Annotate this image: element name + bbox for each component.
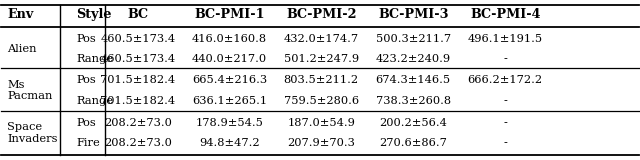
Text: Pos: Pos [76,34,96,44]
Text: -: - [503,118,507,128]
Text: Alien: Alien [7,44,36,54]
Text: BC-PMI-1: BC-PMI-1 [194,8,264,21]
Text: -: - [503,54,507,64]
Text: 665.4±216.3: 665.4±216.3 [192,75,267,85]
Text: Pos: Pos [76,118,96,128]
Text: 701.5±182.4: 701.5±182.4 [100,75,175,85]
Text: 496.1±191.5: 496.1±191.5 [468,34,543,44]
Text: 440.0±217.0: 440.0±217.0 [192,54,267,64]
Text: BC: BC [127,8,148,21]
Text: 270.6±86.7: 270.6±86.7 [380,138,447,148]
Text: 208.2±73.0: 208.2±73.0 [104,138,172,148]
Text: Env: Env [7,8,33,21]
Text: 636.1±265.1: 636.1±265.1 [192,96,267,106]
Text: BC-PMI-2: BC-PMI-2 [286,8,356,21]
Text: -: - [503,96,507,106]
Text: 416.0±160.8: 416.0±160.8 [192,34,267,44]
Text: 501.2±247.9: 501.2±247.9 [284,54,359,64]
Text: 178.9±54.5: 178.9±54.5 [195,118,263,128]
Text: 803.5±211.2: 803.5±211.2 [284,75,359,85]
Text: Ms
Pacman: Ms Pacman [7,80,52,101]
Text: 674.3±146.5: 674.3±146.5 [376,75,451,85]
Text: 759.5±280.6: 759.5±280.6 [284,96,359,106]
Text: Fire: Fire [76,138,100,148]
Text: BC-PMI-4: BC-PMI-4 [470,8,540,21]
Text: 94.8±47.2: 94.8±47.2 [199,138,260,148]
Text: Range: Range [76,96,113,106]
Text: 460.5±173.4: 460.5±173.4 [100,54,175,64]
Text: 500.3±211.7: 500.3±211.7 [376,34,451,44]
Text: 701.5±182.4: 701.5±182.4 [100,96,175,106]
Text: 432.0±174.7: 432.0±174.7 [284,34,359,44]
Text: 666.2±172.2: 666.2±172.2 [468,75,543,85]
Text: 738.3±260.8: 738.3±260.8 [376,96,451,106]
Text: 208.2±73.0: 208.2±73.0 [104,118,172,128]
Text: Range: Range [76,54,113,64]
Text: 423.2±240.9: 423.2±240.9 [376,54,451,64]
Text: 200.2±56.4: 200.2±56.4 [380,118,447,128]
Text: Style: Style [76,8,111,21]
Text: Pos: Pos [76,75,96,85]
Text: BC-PMI-3: BC-PMI-3 [378,8,449,21]
Text: Space
Invaders: Space Invaders [7,122,58,144]
Text: -: - [503,138,507,148]
Text: 207.9±70.3: 207.9±70.3 [287,138,355,148]
Text: 187.0±54.9: 187.0±54.9 [287,118,355,128]
Text: 460.5±173.4: 460.5±173.4 [100,34,175,44]
